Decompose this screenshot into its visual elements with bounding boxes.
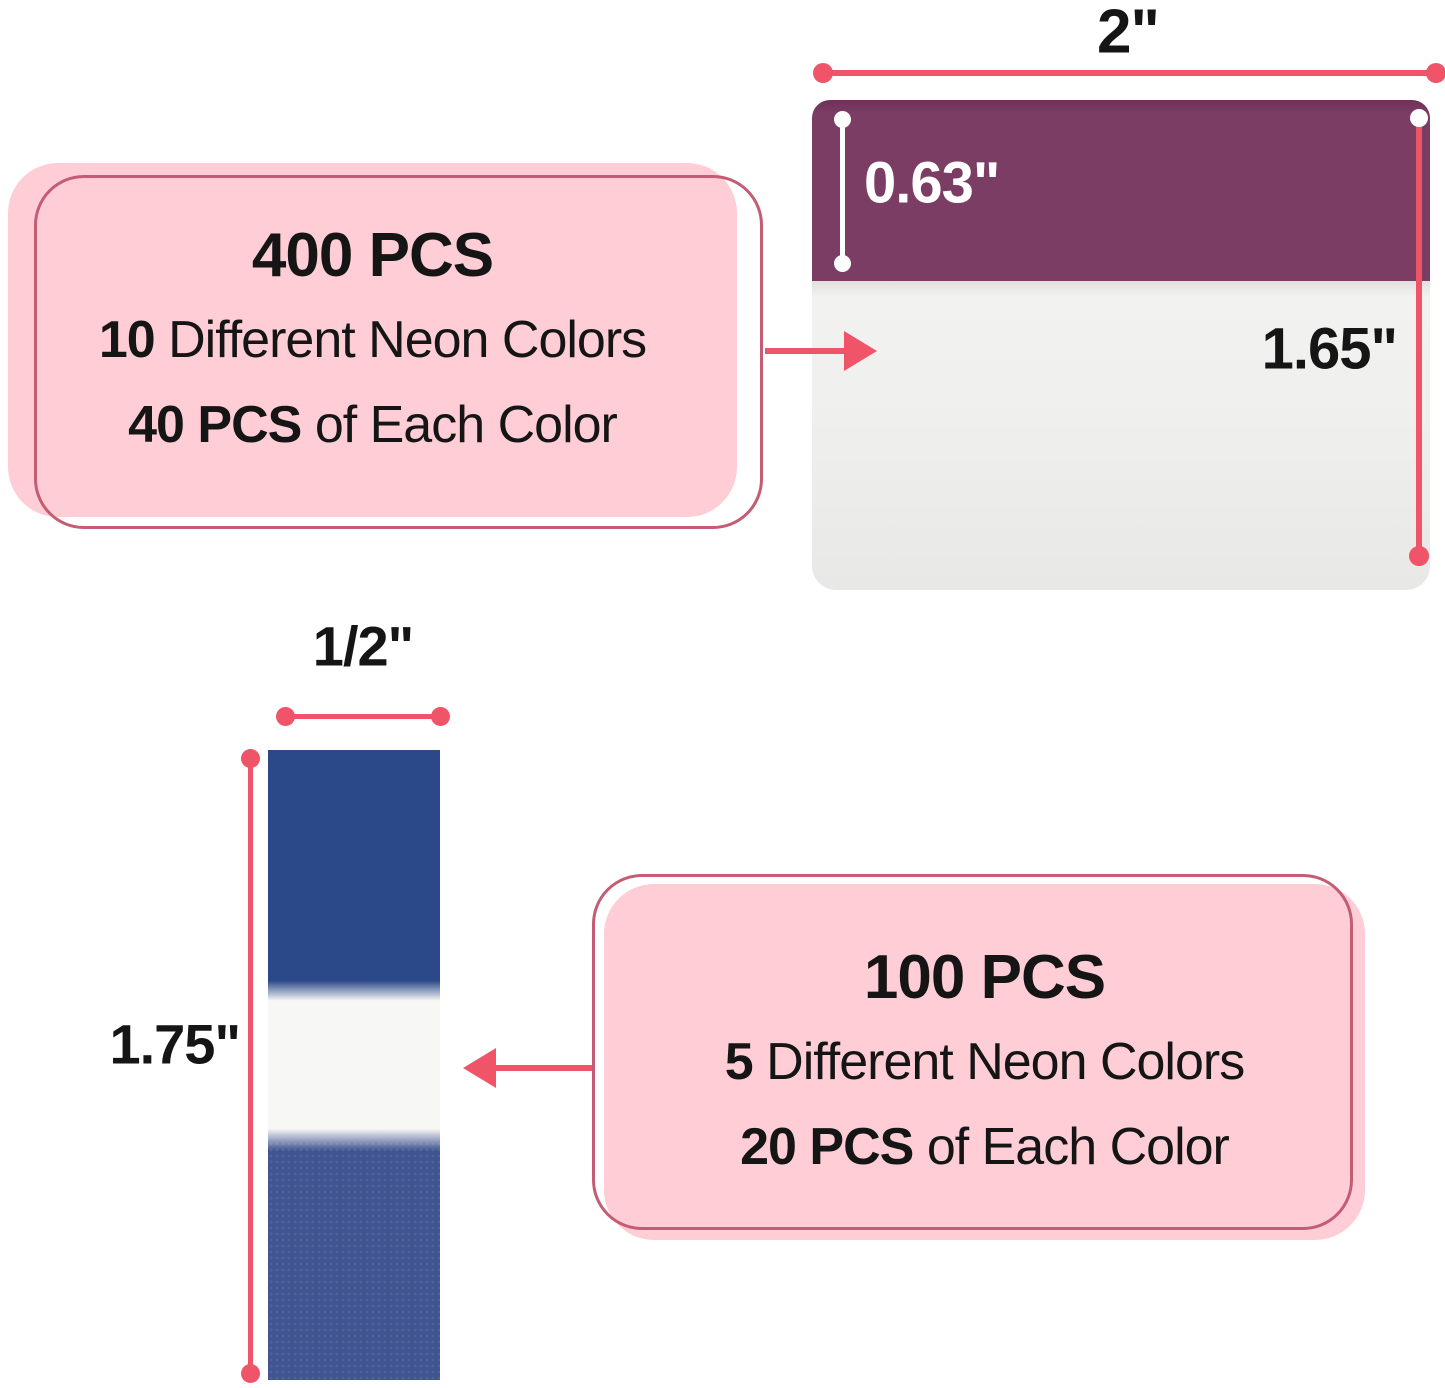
tab-width-dim-line [823,70,1436,76]
flag-bottom-texture [268,1140,440,1380]
arrow-to-tab-line [765,348,847,354]
page-marker-flag-small [268,750,440,1380]
arrow-to-flag-line [496,1065,592,1071]
arrow-to-flag-icon [463,1048,496,1088]
flag-width-label: 1/2" [312,614,414,678]
flag-width-dim-end-dot [431,707,450,726]
tab-width-dim-end-dot [1426,63,1445,83]
tab-white-body [812,281,1430,590]
tab-purple-header [812,100,1430,282]
info-box-400pcs: 400 PCS 10 Different Neon Colors 40 PCS … [8,163,737,517]
tab-header-dim-line [840,118,845,264]
tab-width-dim-start-dot [813,63,833,83]
tab-height-dim-top-dot [1410,109,1428,127]
tab-header-dim-top-dot [834,111,851,128]
info-box-100pcs-colors-line: 5 Different Neon Colors [724,1032,1245,1091]
info-box-100pcs: 100 PCS 5 Different Neon Colors 20 PCS o… [604,884,1365,1240]
flag-height-dim-line [248,758,253,1374]
flag-width-dim-start-dot [276,707,295,726]
tab-header-height-label: 0.63" [864,150,1000,216]
info-box-400pcs-count: 400 PCS [251,220,494,290]
flag-height-label: 1.75" [109,1012,241,1076]
flag-width-dim-line [285,714,440,719]
info-box-100pcs-count: 100 PCS [863,942,1106,1012]
flag-height-dim-top-dot [241,749,260,768]
page-marker-tab-large [812,100,1430,590]
flag-height-dim-bottom-dot [241,1364,260,1383]
arrow-to-tab-icon [844,331,877,371]
tab-width-label: 2" [1097,0,1160,67]
tab-height-label: 1.65" [1261,316,1398,382]
tab-header-dim-bottom-dot [834,255,851,272]
info-box-400pcs-per-color-line: 40 PCS of Each Color [128,395,618,454]
info-box-400pcs-colors-line: 10 Different Neon Colors [98,310,647,369]
info-box-100pcs-per-color-line: 20 PCS of Each Color [740,1117,1230,1176]
tab-height-dim-line [1416,118,1422,556]
tab-height-dim-bottom-dot [1409,546,1429,566]
